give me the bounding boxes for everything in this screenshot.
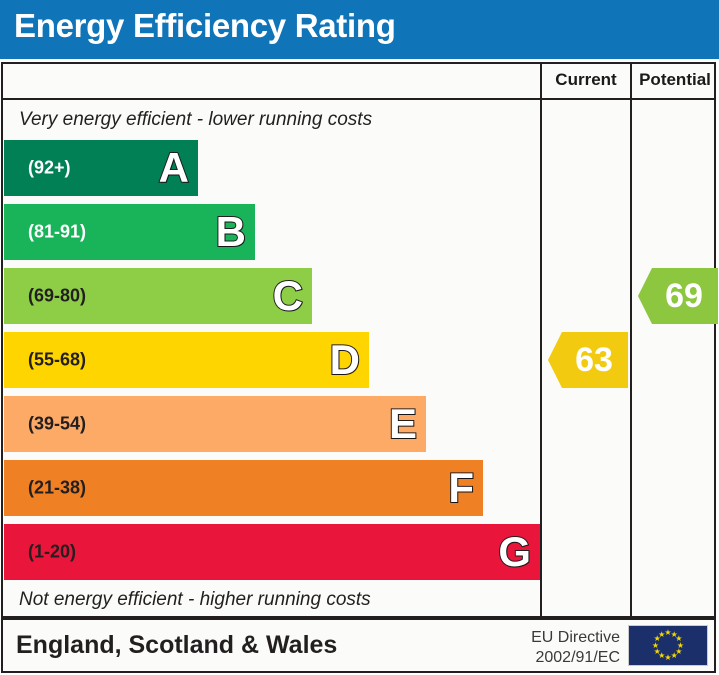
band-letter-label: E [388, 400, 418, 447]
rating-band-b: (81-91) B [4, 204, 255, 260]
rating-band-e: (39-54) E [4, 396, 426, 452]
band-range-label: (92+) [28, 157, 71, 178]
band-range-label: (81-91) [28, 221, 87, 242]
rating-band-c: (69-80) C [4, 268, 312, 324]
footer-directive-line1: EU Directive [531, 629, 620, 646]
eu-flag-star: ★ [670, 629, 678, 639]
band-range-label: (69-80) [28, 285, 87, 306]
eu-flag-star: ★ [664, 653, 672, 662]
chart-title-bar: Energy Efficiency Rating [0, 0, 719, 59]
eu-flag-star: ★ [675, 634, 683, 644]
column-header-potential: Potential [639, 70, 711, 89]
table-header-row [3, 64, 714, 100]
band-range-label: (1-20) [28, 541, 77, 562]
column-divider-potential [630, 64, 632, 616]
column-header-current: Current [555, 70, 617, 89]
eu-flag-star: ★ [664, 628, 672, 637]
eu-flag-star: ★ [651, 640, 660, 650]
band-letter-label: F [447, 464, 475, 511]
rating-bands: (92+) A (81-91) B (69-80) C (55-68) D (39-54) E (2… [3, 64, 540, 616]
column-divider-current [540, 64, 542, 616]
caption-top: Very energy efficient - lower running co… [19, 109, 373, 130]
band-letter-label: B [215, 208, 247, 255]
band-letter-label: D [329, 336, 361, 383]
eu-flag-star: ★ [658, 629, 666, 639]
chart-frame: Current Potential Very energy efficient … [1, 62, 718, 618]
page-title: Energy Efficiency Rating [14, 7, 396, 44]
chart-footer: England, Scotland & Wales EU Directive 2… [1, 618, 716, 673]
eu-flag-star: ★ [676, 640, 685, 650]
eu-flag-star: ★ [675, 646, 683, 656]
footer-directive-line2: 2002/91/EC [535, 649, 620, 666]
band-range-label: (39-54) [28, 413, 87, 434]
band-letter-label: A [158, 144, 190, 191]
eu-flag-star: ★ [653, 646, 661, 656]
footer-region-label: England, Scotland & Wales [16, 631, 338, 659]
eu-flag-icon: ★ ★ ★ ★ ★ ★ ★ ★ ★ ★ ★ ★ [628, 625, 708, 666]
band-letter-label: G [497, 528, 532, 575]
band-letter-label: C [272, 272, 304, 319]
current-rating-marker: 63 [548, 332, 628, 388]
potential-rating-value: 69 [665, 277, 703, 315]
rating-band-f: (21-38) F [4, 460, 483, 516]
rating-band-a: (92+) A [4, 140, 198, 196]
potential-rating-marker: 69 [638, 268, 718, 324]
footer-directive: EU Directive 2002/91/EC [531, 628, 620, 668]
eu-flag-star: ★ [653, 634, 661, 644]
band-range-label: (55-68) [28, 349, 87, 370]
eu-flag-star: ★ [658, 651, 666, 661]
band-range-label: (21-38) [28, 477, 87, 498]
eu-flag-star: ★ [670, 651, 678, 661]
rating-band-g: (1-20) G [4, 524, 540, 580]
rating-band-d: (55-68) D [4, 332, 369, 388]
caption-bottom: Not energy efficient - higher running co… [19, 589, 371, 610]
current-rating-value: 63 [575, 341, 613, 379]
